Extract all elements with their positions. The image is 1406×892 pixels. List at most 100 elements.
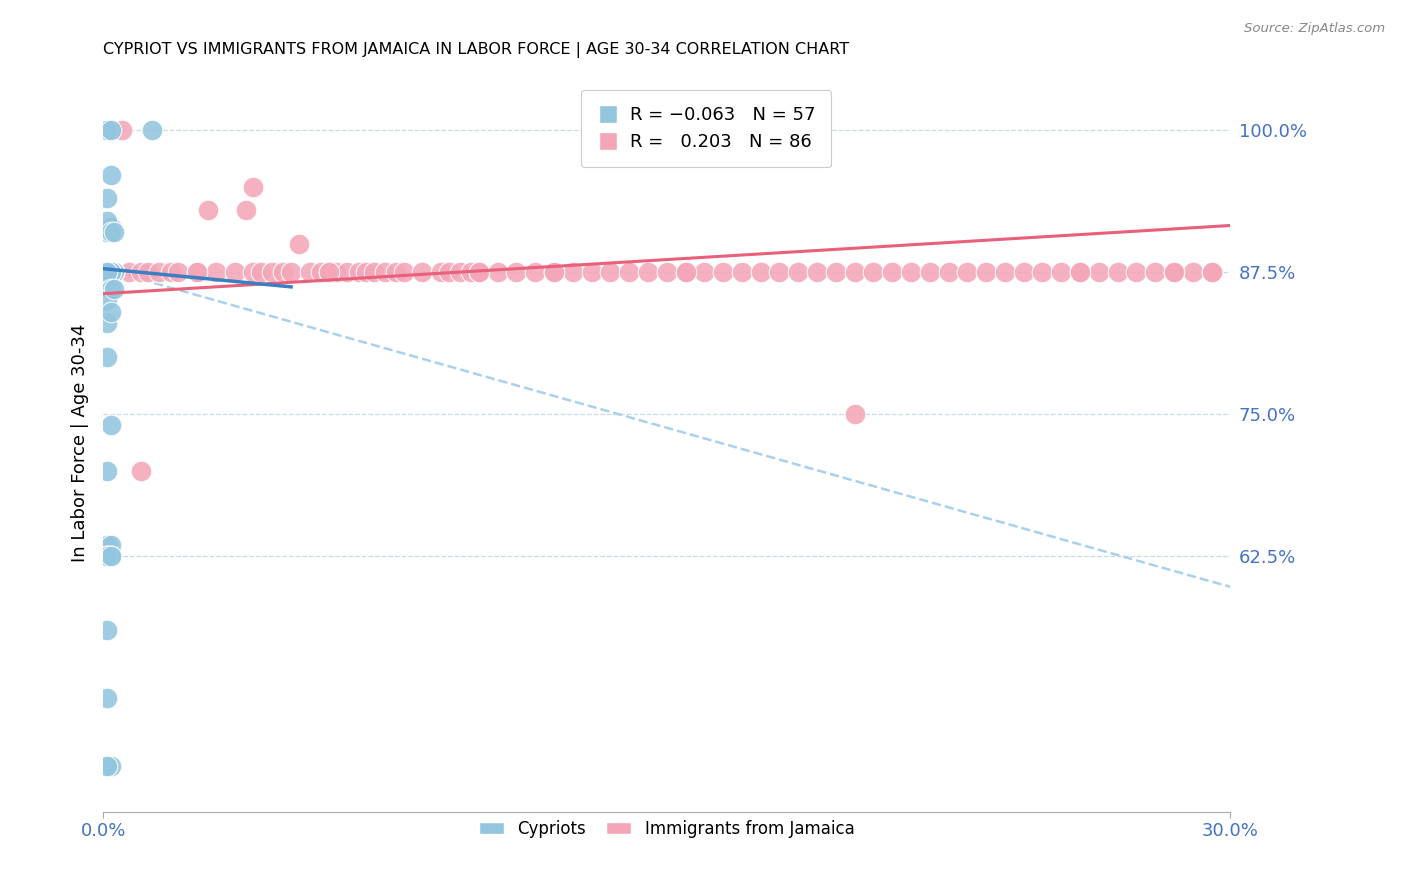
Point — [1069, 265, 1091, 279]
Legend: Cypriots, Immigrants from Jamaica: Cypriots, Immigrants from Jamaica — [472, 813, 860, 844]
Point — [96, 265, 118, 279]
Point — [347, 265, 370, 279]
Point — [197, 202, 219, 217]
Point — [96, 265, 118, 279]
Point — [1050, 265, 1073, 279]
Point — [96, 549, 118, 564]
Point — [103, 265, 125, 279]
Point — [96, 265, 118, 279]
Point — [749, 265, 772, 279]
Point — [100, 225, 122, 239]
Point — [581, 265, 603, 279]
Point — [96, 316, 118, 330]
Point — [96, 265, 118, 279]
Point — [430, 265, 453, 279]
Point — [96, 759, 118, 773]
Point — [768, 265, 790, 279]
Point — [96, 265, 118, 279]
Point — [655, 265, 678, 279]
Point — [449, 265, 471, 279]
Point — [148, 265, 170, 279]
Point — [1107, 265, 1129, 279]
Point — [806, 265, 828, 279]
Point — [250, 265, 273, 279]
Point — [96, 214, 118, 228]
Point — [411, 265, 433, 279]
Point — [111, 123, 134, 137]
Point — [96, 759, 118, 773]
Point — [309, 265, 332, 279]
Point — [159, 265, 181, 279]
Point — [100, 265, 122, 279]
Point — [100, 123, 122, 137]
Point — [1163, 265, 1185, 279]
Point — [96, 351, 118, 365]
Point — [824, 265, 846, 279]
Point — [96, 691, 118, 706]
Point — [100, 549, 122, 564]
Point — [100, 549, 122, 564]
Point — [280, 265, 302, 279]
Point — [363, 265, 385, 279]
Point — [1069, 265, 1091, 279]
Point — [543, 265, 565, 279]
Point — [1088, 265, 1111, 279]
Y-axis label: In Labor Force | Age 30-34: In Labor Force | Age 30-34 — [72, 324, 89, 562]
Point — [167, 265, 190, 279]
Point — [224, 265, 246, 279]
Point — [100, 219, 122, 234]
Point — [1144, 265, 1167, 279]
Point — [100, 265, 122, 279]
Point — [100, 418, 122, 433]
Point — [100, 549, 122, 564]
Point — [96, 549, 118, 564]
Point — [96, 265, 118, 279]
Point — [96, 293, 118, 308]
Point — [1201, 265, 1223, 279]
Point — [486, 265, 509, 279]
Point — [437, 265, 460, 279]
Point — [103, 282, 125, 296]
Point — [1012, 265, 1035, 279]
Point — [235, 202, 257, 217]
Point — [273, 265, 295, 279]
Point — [186, 265, 208, 279]
Point — [325, 265, 347, 279]
Point — [1181, 265, 1204, 279]
Point — [994, 265, 1017, 279]
Point — [96, 623, 118, 637]
Point — [96, 123, 118, 137]
Point — [637, 265, 659, 279]
Point — [1201, 265, 1223, 279]
Point — [100, 282, 122, 296]
Point — [318, 265, 340, 279]
Point — [298, 265, 321, 279]
Point — [711, 265, 734, 279]
Point — [900, 265, 922, 279]
Point — [242, 179, 264, 194]
Point — [262, 265, 284, 279]
Point — [392, 265, 415, 279]
Point — [136, 265, 159, 279]
Point — [100, 265, 122, 279]
Point — [96, 538, 118, 552]
Point — [505, 265, 527, 279]
Point — [675, 265, 697, 279]
Point — [599, 265, 621, 279]
Point — [100, 265, 122, 279]
Point — [96, 464, 118, 478]
Point — [96, 265, 118, 279]
Point — [129, 265, 152, 279]
Point — [100, 759, 122, 773]
Point — [96, 191, 118, 205]
Point — [100, 538, 122, 552]
Point — [96, 549, 118, 564]
Point — [974, 265, 997, 279]
Point — [524, 265, 547, 279]
Point — [468, 265, 491, 279]
Point — [96, 265, 118, 279]
Point — [956, 265, 979, 279]
Point — [693, 265, 716, 279]
Point — [374, 265, 396, 279]
Point — [100, 265, 122, 279]
